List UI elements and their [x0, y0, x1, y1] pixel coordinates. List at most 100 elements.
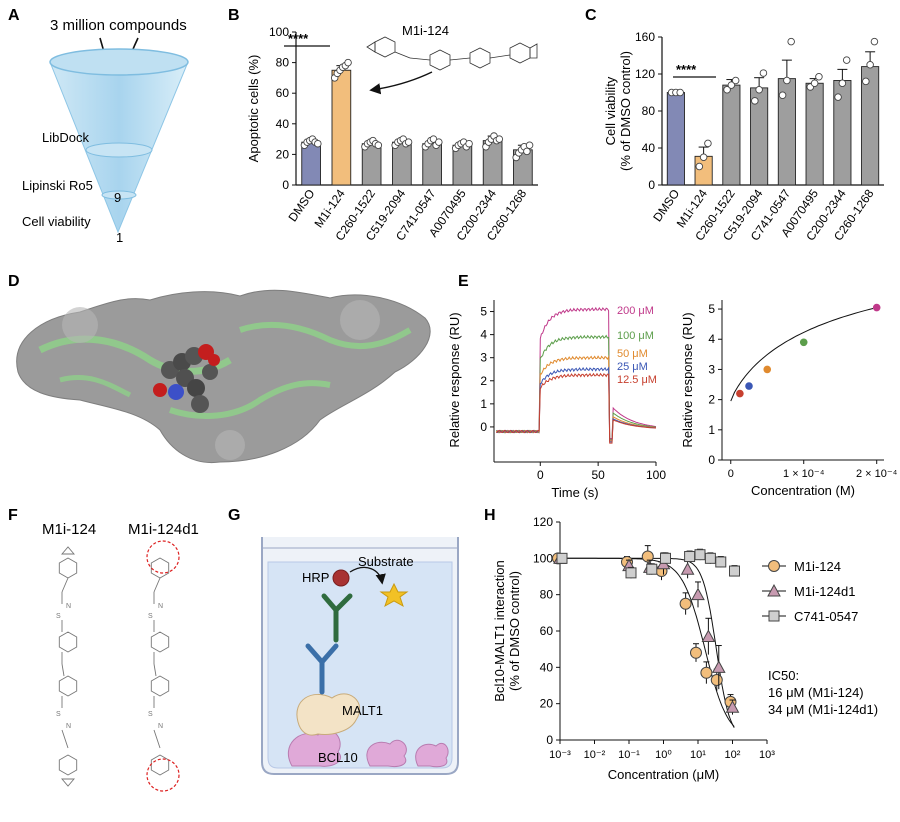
- fit-curve: [730, 308, 874, 402]
- bond: [61, 577, 69, 593]
- x-tick-label: DMSO: [285, 187, 317, 225]
- data-point: [625, 567, 637, 579]
- y-tick-label: 1: [708, 423, 715, 437]
- stage-cell-viability: Cell viability: [22, 214, 91, 229]
- assay-well-diagram: Substrate HRP MALT1 BCL10: [261, 537, 459, 775]
- y-tick-label: 3: [708, 362, 715, 376]
- data-point: [783, 76, 791, 85]
- atom-label: S: [56, 613, 61, 620]
- data-point: [778, 91, 787, 100]
- panel-letter-e: E: [458, 273, 469, 290]
- data-point: [704, 552, 716, 564]
- data-point: [704, 139, 712, 148]
- bond: [61, 663, 65, 677]
- panel-a: A 3 million compounds LibDock Lipinski R…: [8, 7, 189, 245]
- panel-letter-c: C: [585, 7, 597, 24]
- data-point: [684, 551, 696, 563]
- x-tick-label: 0: [537, 468, 544, 482]
- y-axis-label: (% of DMSO control): [618, 51, 633, 171]
- y-tick-label: 0: [546, 733, 553, 747]
- y-tick-label: 100: [533, 551, 553, 565]
- data-point: [755, 85, 763, 94]
- series-label: 50 μM: [617, 348, 648, 360]
- y-tick-label: 0: [708, 453, 715, 467]
- y-tick-label: 40: [276, 117, 290, 131]
- data-point: [676, 88, 684, 97]
- data-point: [641, 550, 654, 563]
- bond: [153, 729, 161, 749]
- x-tick-label: 10²: [725, 749, 741, 761]
- data-point: [495, 135, 504, 143]
- x-tick-label: 2 × 10⁻⁴: [856, 468, 898, 480]
- data-point: [435, 138, 443, 146]
- x-axis-label: Concentration (μM): [608, 767, 720, 782]
- bar: [805, 82, 824, 186]
- data-point: [866, 61, 874, 69]
- x-tick-label: 10⁻²: [584, 749, 606, 761]
- data-point: [523, 147, 531, 156]
- ring: [58, 675, 78, 697]
- y-tick-label: 0: [648, 178, 655, 192]
- ic50-line-2: 34 μM (M1i-124d1): [768, 702, 878, 717]
- data-point: [834, 93, 842, 101]
- ring: [58, 754, 78, 776]
- dioxole-ring: [61, 546, 75, 555]
- significance-b: ****: [288, 31, 309, 46]
- panel-d: D: [8, 273, 431, 464]
- panel-letter-d: D: [8, 273, 20, 290]
- data-point: [736, 389, 744, 398]
- bond: [61, 729, 69, 749]
- y-tick-label: 20: [540, 697, 554, 711]
- data-point: [759, 69, 768, 77]
- bcl10-label: BCL10: [318, 750, 358, 765]
- data-point: [556, 552, 568, 564]
- data-point: [727, 81, 736, 89]
- atom-label: S: [148, 613, 153, 620]
- data-point: [862, 77, 870, 86]
- x-tick-label: 1 × 10⁻⁴: [783, 468, 825, 480]
- ic50-title: IC50:: [768, 668, 799, 683]
- x-tick-label: 10⁻¹: [618, 749, 640, 761]
- panel-letter-a: A: [8, 7, 20, 24]
- y-tick-label: 4: [480, 328, 487, 342]
- y-tick-label: 160: [635, 30, 655, 44]
- y-axis-label: Apoptotic cells (%): [246, 55, 261, 163]
- arrow-to-bar-icon: [369, 71, 433, 95]
- data-point: [690, 646, 702, 659]
- x-tick-label: 0: [728, 468, 734, 480]
- bar: [666, 92, 685, 186]
- malt1-shape-icon: [296, 693, 361, 736]
- data-point: [465, 139, 473, 148]
- legend-label: C741-0547: [794, 609, 858, 624]
- y-tick-label: 120: [635, 67, 655, 81]
- data-point: [842, 56, 851, 64]
- data-point: [680, 562, 695, 575]
- y-axis-label: Bcl10-MALT1 interaction: [492, 560, 507, 701]
- modified-site-circle-bottom: [146, 758, 180, 792]
- x-tick-label: 10³: [759, 749, 775, 761]
- atom-label: S: [56, 711, 61, 718]
- data-point: [314, 139, 322, 148]
- atom-label: S: [148, 711, 153, 718]
- data-point: [715, 556, 727, 568]
- panel-g: G Substrate: [228, 507, 459, 775]
- compound-label-b: M1i-124: [402, 23, 449, 38]
- data-point: [872, 303, 881, 312]
- y-tick-label: 40: [642, 141, 656, 155]
- data-point: [870, 37, 879, 46]
- data-point: [729, 565, 740, 577]
- molecule-title-1: M1i-124: [42, 521, 96, 538]
- malt1-label: MALT1: [342, 703, 383, 718]
- legend-label: M1i-124d1: [794, 584, 855, 599]
- y-tick-label: 80: [276, 56, 290, 70]
- legend-h: M1i-124 M1i-124d1 C741-0547: [762, 559, 858, 624]
- reaction-arrow-icon: [349, 566, 386, 585]
- data-point: [404, 138, 413, 146]
- data-point: [525, 141, 534, 149]
